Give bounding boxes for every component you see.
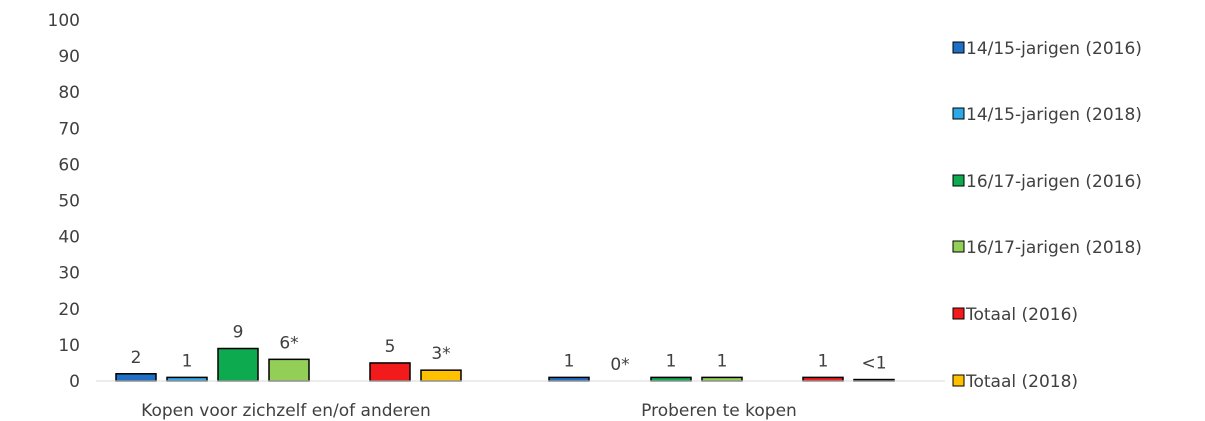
x-category-label: Kopen voor zichzelf en/of anderen [141,401,431,421]
bar [650,376,692,382]
legend-swatch [952,374,965,387]
data-label: 0* [610,355,629,375]
legend-swatch [952,307,965,320]
bar [802,376,844,382]
y-tick-label: 40 [58,228,80,248]
x-axis-categories: Kopen voor zichzelf en/of anderen Probere… [141,401,797,421]
data-label: 3* [431,344,450,364]
bar [369,362,411,382]
legend-label: 14/15-jarigen (2016) [966,39,1142,59]
legend-label: Totaal (2018) [965,372,1078,392]
data-label: 1 [818,351,829,371]
y-tick-label: 80 [58,83,80,103]
data-label: 5 [385,337,396,357]
x-category-label: Proberen te kopen [641,401,797,421]
legend-label: Totaal (2016) [965,305,1078,325]
data-label: 1 [564,351,575,371]
legend: 14/15-jarigen (2016) 14/15-jarigen (2018)… [952,39,1142,392]
y-tick-label: 50 [58,192,80,212]
legend-label: 16/17-jarigen (2018) [966,238,1142,258]
legend-swatch [952,174,965,187]
data-label: 9 [233,323,244,343]
y-tick-label: 100 [48,11,80,31]
y-tick-label: 0 [69,372,80,392]
legend-item: 16/17-jarigen (2016) [952,172,1142,192]
legend-swatch [952,240,965,253]
data-label: 2 [131,348,142,368]
bars [115,347,895,382]
bar [115,373,157,382]
legend-item: Totaal (2016) [952,305,1078,325]
legend-item: 16/17-jarigen (2018) [952,238,1142,258]
bar [166,376,208,382]
y-tick-label: 30 [58,264,80,284]
legend-label: 14/15-jarigen (2018) [966,105,1142,125]
legend-swatch [952,107,965,120]
data-label: 6* [279,333,298,353]
y-tick-label: 60 [58,155,80,175]
y-axis: 0 10 20 30 40 50 60 70 80 90 100 [48,11,80,392]
y-tick-label: 10 [58,336,80,356]
bar [268,358,310,382]
data-label: <1 [861,354,886,374]
data-label: 1 [717,351,728,371]
data-label: 1 [182,351,193,371]
bar [548,376,590,382]
legend-label: 16/17-jarigen (2016) [966,172,1142,192]
y-tick-label: 70 [58,119,80,139]
legend-item: 14/15-jarigen (2016) [952,39,1142,59]
bar [217,347,259,382]
legend-item: 14/15-jarigen (2018) [952,105,1142,125]
bar [701,376,743,382]
y-tick-label: 90 [58,47,80,67]
data-labels: 2 1 9 6* 5 3* 1 0* 1 1 1 <1 [131,323,887,375]
y-tick-label: 20 [58,300,80,320]
bar [420,369,462,382]
legend-swatch [952,41,965,54]
data-label: 1 [666,351,677,371]
legend-item: Totaal (2018) [952,372,1078,392]
